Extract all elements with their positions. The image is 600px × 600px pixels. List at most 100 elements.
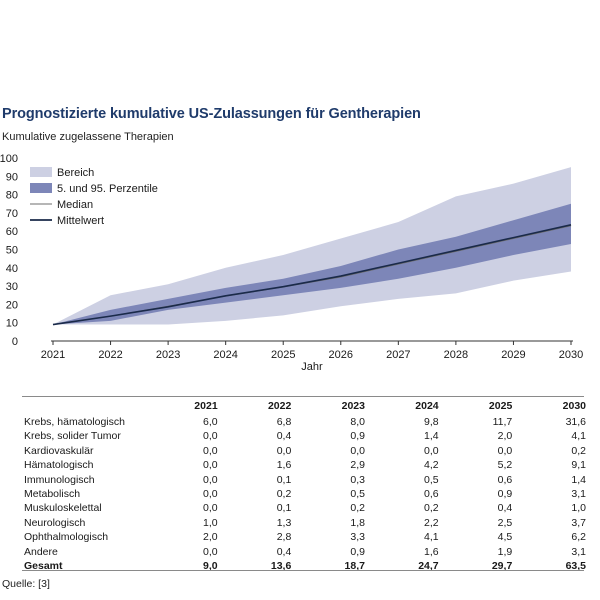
table-cell: 0,4 [276, 545, 292, 558]
legend-label: Bereich [57, 167, 94, 179]
table-cell: 0,0 [203, 502, 218, 515]
table-cell: 0,0 [497, 444, 513, 457]
table-cell: 0,3 [350, 473, 365, 486]
table-row: Muskuloskelettal 0,0 0,1 0,2 0,2 0,4 1,0 [24, 501, 586, 515]
row-label: Neurologisch [24, 516, 86, 529]
y-tick-label: 50 [6, 245, 18, 257]
x-tick-label: 2023 [156, 349, 180, 361]
table-cell: 3,1 [571, 488, 586, 501]
table-cell: 1,4 [571, 473, 586, 486]
line-mittelwert [52, 224, 572, 326]
legend-label: Median [57, 199, 93, 211]
y-tick-label: 0 [12, 336, 18, 348]
table-cell: 1,8 [350, 516, 365, 529]
table-cell: 1,0 [203, 516, 218, 529]
table-cell: 0,1 [276, 502, 292, 515]
table-cell: 0,2 [571, 444, 586, 457]
row-label: Muskuloskelettal [24, 502, 102, 515]
table-cell: 0,0 [350, 444, 365, 457]
table-cell: 4,2 [424, 459, 439, 472]
table-cell: 9,1 [571, 459, 586, 472]
table-cell: 2,9 [350, 459, 365, 472]
table-cell: 0,4 [276, 430, 292, 443]
table-cell: 0,0 [203, 545, 218, 558]
y-tick-label: 100 [0, 153, 18, 165]
table-cell: 1,0 [571, 502, 586, 515]
table-cell: 1,6 [276, 459, 292, 472]
table-cell: 0,5 [350, 488, 365, 501]
table-row: Neurologisch 1,0 1,3 1,8 2,2 2,5 3,7 [24, 516, 586, 530]
table-cell: 11,7 [492, 416, 513, 428]
table-header-cell: 2021 [194, 400, 218, 413]
table-cell: 2,2 [424, 516, 439, 529]
table-cell: 4,1 [424, 531, 439, 544]
table-cell: 0,0 [203, 473, 218, 486]
y-tick-label: 70 [6, 208, 18, 220]
table-cell: 0,4 [497, 502, 513, 515]
table-cell: 0,9 [350, 430, 365, 443]
table-cell: 6,2 [571, 531, 586, 544]
x-tick-label: 2024 [213, 349, 237, 361]
table-header-cell: 2022 [267, 400, 292, 413]
table-cell: 0,2 [350, 502, 365, 515]
legend-swatch-perzentile [30, 183, 52, 193]
table-cell: 3,1 [571, 545, 586, 558]
table-cell: 5,2 [497, 459, 513, 472]
table-header-cell: 2023 [341, 400, 365, 413]
table-cell: 0,9 [497, 488, 513, 501]
data-table: 2021 2022 2023 2024 2025 2030 Krebs, hämatolo… [24, 398, 586, 573]
table-row: Metabolisch 0,0 0,2 0,5 0,6 0,9 3,1 [24, 487, 586, 501]
row-label: Andere [24, 545, 58, 558]
y-tick-label: 90 [6, 171, 18, 183]
table-cell: 3,7 [571, 516, 586, 529]
table-cell: 1,4 [424, 430, 439, 443]
x-tick-label: 2021 [41, 349, 65, 361]
table-row: Hämatologisch 0,0 1,6 2,9 4,2 5,2 9,1 [24, 458, 586, 472]
table-cell: 18,7 [344, 560, 365, 573]
row-label: Ophthalmologisch [24, 531, 109, 544]
table-header-cell: 2025 [488, 400, 513, 413]
y-tick-label: 30 [6, 281, 18, 293]
table-cell: 24,7 [418, 560, 439, 573]
table-row: Immunologisch 0,0 0,1 0,3 0,5 0,6 1,4 [24, 473, 586, 487]
table-cell: 0,2 [424, 502, 439, 515]
x-tick-label: 2025 [271, 349, 295, 361]
x-tick-label: 2027 [386, 349, 410, 361]
table-cell: 0,0 [424, 444, 439, 457]
table-header-cell: 2024 [415, 400, 439, 413]
table-cell: 29,7 [491, 560, 513, 573]
row-label: Gesamt [24, 560, 63, 573]
table-cell: 0,6 [424, 488, 439, 501]
table-header-cell: 2030 [562, 400, 586, 413]
table-cell: 0,2 [276, 488, 292, 501]
table-cell: 2,5 [497, 516, 513, 529]
table-cell: 8,0 [350, 416, 365, 428]
table-cell: 2,8 [276, 531, 292, 544]
legend-swatch-bereich [30, 167, 52, 177]
table-top-rule [22, 396, 584, 397]
table-cell: 0,0 [203, 488, 218, 501]
source-note: Quelle: [3] [2, 578, 50, 590]
table-bottom-rule [22, 570, 584, 571]
table-header-cell [24, 398, 144, 415]
table-cell: 9,0 [203, 560, 218, 573]
row-label: Hämatologisch [24, 459, 94, 472]
band-bereich [53, 167, 571, 325]
y-tick-label: 60 [6, 226, 18, 238]
chart-title: Prognostizierte kumulative US-Zulassunge… [2, 106, 421, 122]
table-row: Ophthalmologisch 2,0 2,8 3,3 4,1 4,5 6,2 [24, 530, 586, 544]
y-tick-label: 20 [6, 299, 18, 311]
table-cell: 1,6 [424, 545, 439, 558]
table-row: Krebs, hämatologisch 6,0 6,8 8,0 9,8 11,7 31,6 [24, 415, 586, 429]
table-row: Krebs, solider Tumor 0,0 0,4 0,9 1,4 2,0 4,1 [24, 429, 586, 443]
row-label: Kardiovaskulär [24, 444, 94, 457]
y-axis-title: Kumulative zugelassene Therapien [2, 131, 174, 143]
table-cell: 0,0 [203, 444, 218, 457]
table-cell: 0,6 [497, 473, 513, 486]
x-axis-title: Jahr [301, 361, 323, 373]
row-label: Immunologisch [24, 473, 95, 486]
row-label: Krebs, hämatologisch [24, 416, 125, 428]
y-tick-label: 80 [6, 190, 18, 202]
x-tick-label: 2022 [98, 349, 122, 361]
